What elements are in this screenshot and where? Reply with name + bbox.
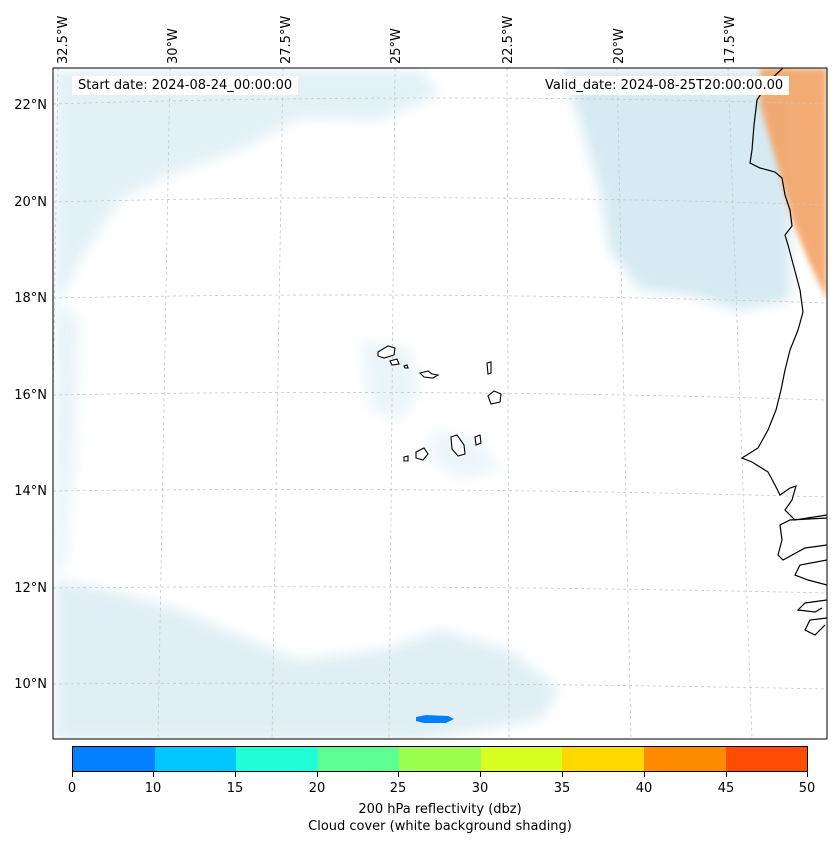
latitude-labels: 22°N 20°N 18°N 16°N 14°N 12°N 10°N (14, 98, 47, 692)
cloud-patch-center (360, 340, 420, 420)
reflectivity-patch-south (416, 715, 454, 723)
island-maio (474, 434, 482, 446)
colorbar-segment (73, 747, 155, 771)
colorbar-tick-mark (562, 772, 563, 777)
colorbar-tick-label: 0 (67, 781, 77, 796)
colorbar-tick-label: 20 (308, 781, 326, 796)
lon-label: 25°W (389, 28, 404, 64)
colorbar-tick-label: 40 (635, 781, 653, 796)
island-brava (403, 455, 409, 462)
island-sao-nicolau (418, 370, 440, 379)
colorbar-segment (154, 747, 237, 771)
lon-label: 20°W (612, 28, 627, 64)
island-boa-vista (487, 390, 502, 405)
colorbar-tick-mark (235, 772, 236, 777)
cloud-patch-center-south (430, 430, 500, 480)
island-santo-antao (377, 345, 396, 359)
cloud-patch-south (55, 580, 560, 739)
colorbar-tick-mark (726, 772, 727, 777)
cape-verde-islands (377, 345, 502, 462)
island-santiago (450, 434, 466, 457)
colorbar-tick-mark (153, 772, 154, 777)
cloud-patch-west (55, 300, 80, 580)
colorbar (72, 746, 808, 772)
island-santa-luzia (403, 364, 409, 369)
map-area (53, 68, 827, 739)
lon-label: 32.5°W (56, 16, 71, 64)
colorbar-segment (236, 747, 318, 771)
colorbar-tick-mark (644, 772, 645, 777)
colorbar-sublabel: Cloud cover (white background shading) (308, 819, 572, 834)
island-fogo (415, 447, 429, 461)
lat-label: 18°N (14, 291, 47, 306)
colorbar-tick-label: 25 (389, 781, 407, 796)
colorbar-tick-label: 45 (717, 781, 735, 796)
colorbar-tick-mark (807, 772, 808, 777)
longitude-labels: 32.5°W 30°W 27.5°W 25°W 22.5°W 20°W 17.5… (56, 16, 738, 64)
island-sal (486, 361, 492, 375)
valid-date-label: Valid_date: 2024-08-25T20:00:00.00 (539, 76, 790, 95)
colorbar-tick-label: 35 (553, 781, 571, 796)
cloud-cover-shading (55, 70, 790, 739)
colorbar-tick-mark (72, 772, 73, 777)
graticule (53, 68, 827, 739)
map-frame (52, 67, 828, 740)
coastline-africa (740, 68, 827, 636)
lon-label: 30°W (166, 28, 181, 64)
lat-label: 22°N (14, 98, 47, 113)
colorbar-segment (562, 747, 644, 771)
lat-label: 14°N (14, 484, 47, 499)
island-sao-vicente (389, 358, 400, 366)
colorbar-segment (399, 747, 481, 771)
lon-label: 27.5°W (279, 16, 294, 64)
colorbar-segment (725, 747, 808, 771)
colorbar-tick-mark (398, 772, 399, 777)
lat-label: 20°N (14, 195, 47, 210)
colorbar-segment (643, 747, 726, 771)
colorbar-tick-label: 30 (471, 781, 489, 796)
colorbar-tick-label: 10 (144, 781, 162, 796)
colorbar-tick-mark (317, 772, 318, 777)
lat-label: 16°N (14, 388, 47, 403)
cloud-patch-north (55, 70, 440, 300)
colorbar-segment (480, 747, 563, 771)
lat-label: 10°N (14, 677, 47, 692)
lon-label: 17.5°W (723, 16, 738, 64)
colorbar-tick-label: 15 (226, 781, 244, 796)
colorbar-segment (317, 747, 400, 771)
colorbar-tick-label: 50 (798, 781, 816, 796)
colorbar-label: 200 hPa reflectivity (dbz) (358, 802, 522, 817)
colorbar-tick-mark (480, 772, 481, 777)
lon-label: 22.5°W (501, 16, 516, 64)
reflectivity-plume-africa (760, 68, 827, 300)
cloud-patch-northeast (560, 70, 790, 310)
lat-label: 12°N (14, 581, 47, 596)
start-date-label: Start date: 2024-08-24_00:00:00 (72, 76, 299, 95)
